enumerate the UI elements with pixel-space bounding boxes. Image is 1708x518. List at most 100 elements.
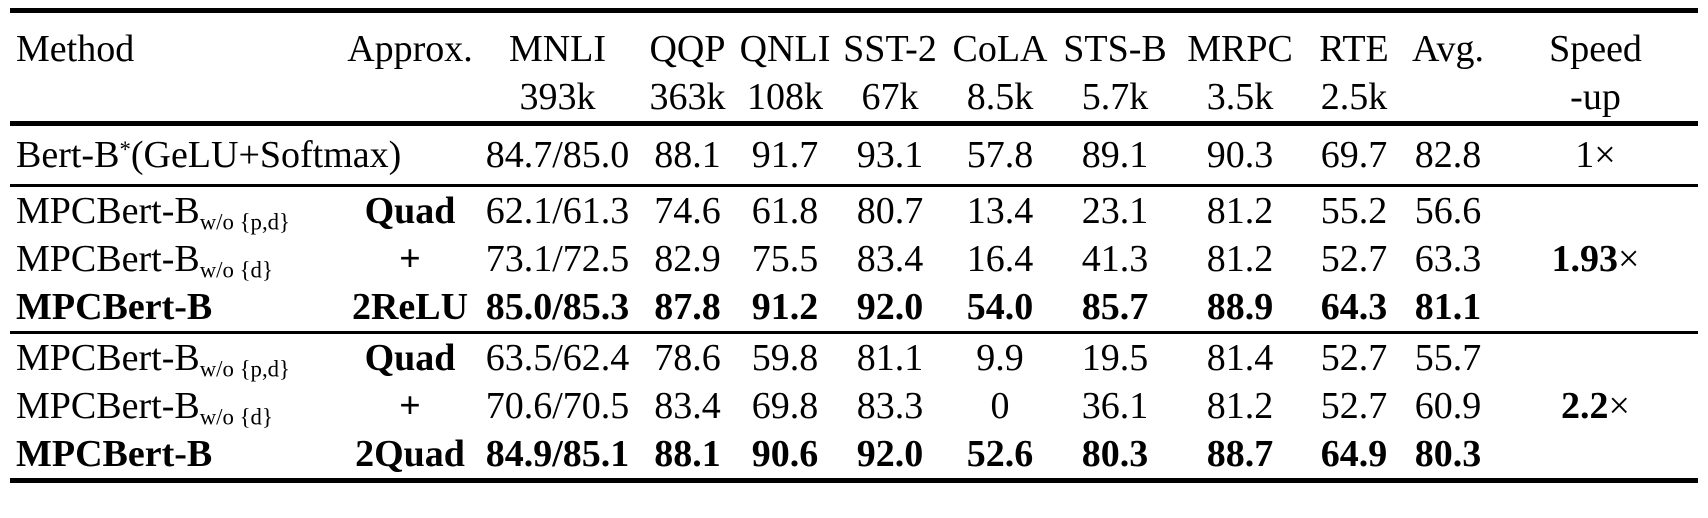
cell-sst2: 92.0 (856, 286, 924, 328)
method-suffix: (GeLU+Softmax) (130, 134, 402, 176)
cell-avg: 55.7 (1414, 337, 1482, 379)
method-subscript: w/o {p,d} (199, 356, 290, 382)
method-cell: MPCBert-B (10, 283, 345, 333)
col-header-mnli: MNLI 393k (475, 11, 640, 124)
cell-stsb: 36.1 (1081, 385, 1149, 427)
cell-rte: 64.9 (1320, 433, 1388, 475)
cell-stsb: 41.3 (1081, 238, 1149, 280)
cell-cola: 52.6 (966, 433, 1034, 475)
cell-sst2: 80.7 (856, 190, 924, 232)
task-name: MNLI (508, 28, 607, 70)
col-header-method: Method (10, 11, 345, 124)
table-row-bert-baseline: Bert-B*(GeLU+Softmax) 84.7/85.0 88.1 91.… (10, 124, 1698, 186)
task-name: STS-B (1063, 28, 1167, 70)
method-name: MPCBert-B (16, 190, 200, 232)
task-size: 393k (519, 76, 596, 118)
col-header-sst2: SST-2 67k (835, 11, 945, 124)
col-header-mrpc: MRPC 3.5k (1175, 11, 1305, 124)
cell-sst2: 83.4 (856, 238, 924, 280)
cell-speedup (1493, 186, 1698, 236)
cell-stsb: 89.1 (1081, 134, 1149, 176)
cell-rte: 69.7 (1320, 134, 1388, 176)
cell-cola: 0 (990, 385, 1010, 427)
task-size: 2.5k (1320, 76, 1388, 118)
table-row-mpcbert-full-relu: MPCBert-B 2ReLU 85.0/85.3 87.8 91.2 92.0… (10, 283, 1698, 333)
cell-speedup (1493, 283, 1698, 333)
cell-mrpc: 81.2 (1206, 238, 1274, 280)
cell-mrpc: 81.2 (1206, 190, 1274, 232)
task-name: CoLA (952, 28, 1048, 70)
cell-sst2: 92.0 (856, 433, 924, 475)
method-name: MPCBert-B (16, 286, 213, 328)
table-row-mpcbert-full-quad: MPCBert-B 2Quad 84.9/85.1 88.1 90.6 92.0… (10, 430, 1698, 481)
task-size: 3.5k (1206, 76, 1274, 118)
col-header-avg: Avg. (1403, 11, 1493, 124)
method-cell: Bert-B*(GeLU+Softmax) (10, 124, 401, 186)
approx-header-label: Approx. (347, 28, 473, 70)
method-subscript: w/o {d} (199, 257, 273, 283)
cell-rte: 55.2 (1320, 190, 1388, 232)
cell-mnli: 62.1/61.3 (485, 190, 630, 232)
cell-mnli: 84.9/85.1 (485, 433, 630, 475)
cell-stsb: 19.5 (1081, 337, 1149, 379)
cell-qnli: 69.8 (751, 385, 819, 427)
speedup-value: 2.2 (1561, 385, 1609, 427)
method-subscript: w/o {d} (199, 404, 273, 430)
cell-stsb: 85.7 (1081, 286, 1149, 328)
task-size: 108k (747, 76, 823, 118)
cell-speedup: 2.2× (1493, 382, 1698, 430)
header-row: Method Approx. MNLI 393k QQP 363k QNLI 108k… (10, 11, 1698, 124)
cell-qqp: 87.8 (654, 286, 721, 328)
col-header-cola: CoLA 8.5k (945, 11, 1055, 124)
method-name: MPCBert-B (16, 385, 200, 427)
results-table-container: Method Approx. MNLI 393k QQP 363k QNLI 108k… (10, 8, 1698, 483)
avg-header-label: Avg. (1411, 28, 1485, 70)
cell-avg: 63.3 (1414, 238, 1482, 280)
approx-cell: 2ReLU (351, 286, 469, 328)
task-size: 363k (649, 76, 726, 118)
cell-rte: 52.7 (1320, 385, 1388, 427)
speedup-value: 1.93 (1551, 238, 1619, 280)
method-cell: MPCBert-Bw/o {d} (10, 235, 345, 283)
cell-qnli: 91.7 (751, 134, 819, 176)
task-size: 8.5k (966, 76, 1034, 118)
cell-mrpc: 88.7 (1206, 433, 1274, 475)
speedup-value: 1 (1575, 134, 1595, 176)
cell-mnli: 73.1/72.5 (485, 238, 630, 280)
approx-cell: + (399, 238, 421, 280)
table-row-mpcbert-wo-d-quad: MPCBert-Bw/o {d} + 70.6/70.5 83.4 69.8 8… (10, 382, 1698, 430)
cell-speedup: 1× (1493, 124, 1698, 186)
times-symbol: × (1608, 385, 1630, 427)
cell-mnli: 84.7/85.0 (485, 134, 630, 176)
cell-qqp: 83.4 (654, 385, 721, 427)
cell-mrpc: 88.9 (1206, 286, 1274, 328)
col-header-qqp: QQP 363k (640, 11, 735, 124)
cell-sst2: 81.1 (856, 337, 924, 379)
task-size: 67k (861, 76, 919, 118)
cell-qqp: 88.1 (654, 433, 721, 475)
cell-cola: 16.4 (966, 238, 1034, 280)
table-row-mpcbert-wo-pd-quad: MPCBert-Bw/o {p,d} Quad 63.5/62.4 78.6 5… (10, 333, 1698, 383)
cell-rte: 52.7 (1320, 337, 1388, 379)
cell-speedup (1493, 333, 1698, 383)
col-header-rte: RTE 2.5k (1305, 11, 1403, 124)
cell-rte: 64.3 (1320, 286, 1388, 328)
col-header-qnli: QNLI 108k (735, 11, 835, 124)
cell-mrpc: 90.3 (1206, 134, 1274, 176)
cell-avg: 56.6 (1414, 190, 1482, 232)
cell-mnli: 63.5/62.4 (485, 337, 630, 379)
times-symbol: × (1594, 134, 1616, 176)
cell-qnli: 90.6 (751, 433, 819, 475)
cell-qnli: 91.2 (751, 286, 819, 328)
approx-cell: Quad (364, 190, 456, 232)
cell-cola: 54.0 (966, 286, 1034, 328)
method-name: Bert-B (16, 134, 120, 176)
approx-cell: 2Quad (355, 433, 465, 475)
cell-cola: 9.9 (976, 337, 1024, 379)
task-name: SST-2 (843, 28, 937, 70)
cell-speedup (1493, 430, 1698, 481)
method-superscript: * (119, 136, 131, 162)
cell-avg: 82.8 (1414, 134, 1482, 176)
task-name: RTE (1319, 28, 1389, 70)
cell-sst2: 83.3 (856, 385, 924, 427)
